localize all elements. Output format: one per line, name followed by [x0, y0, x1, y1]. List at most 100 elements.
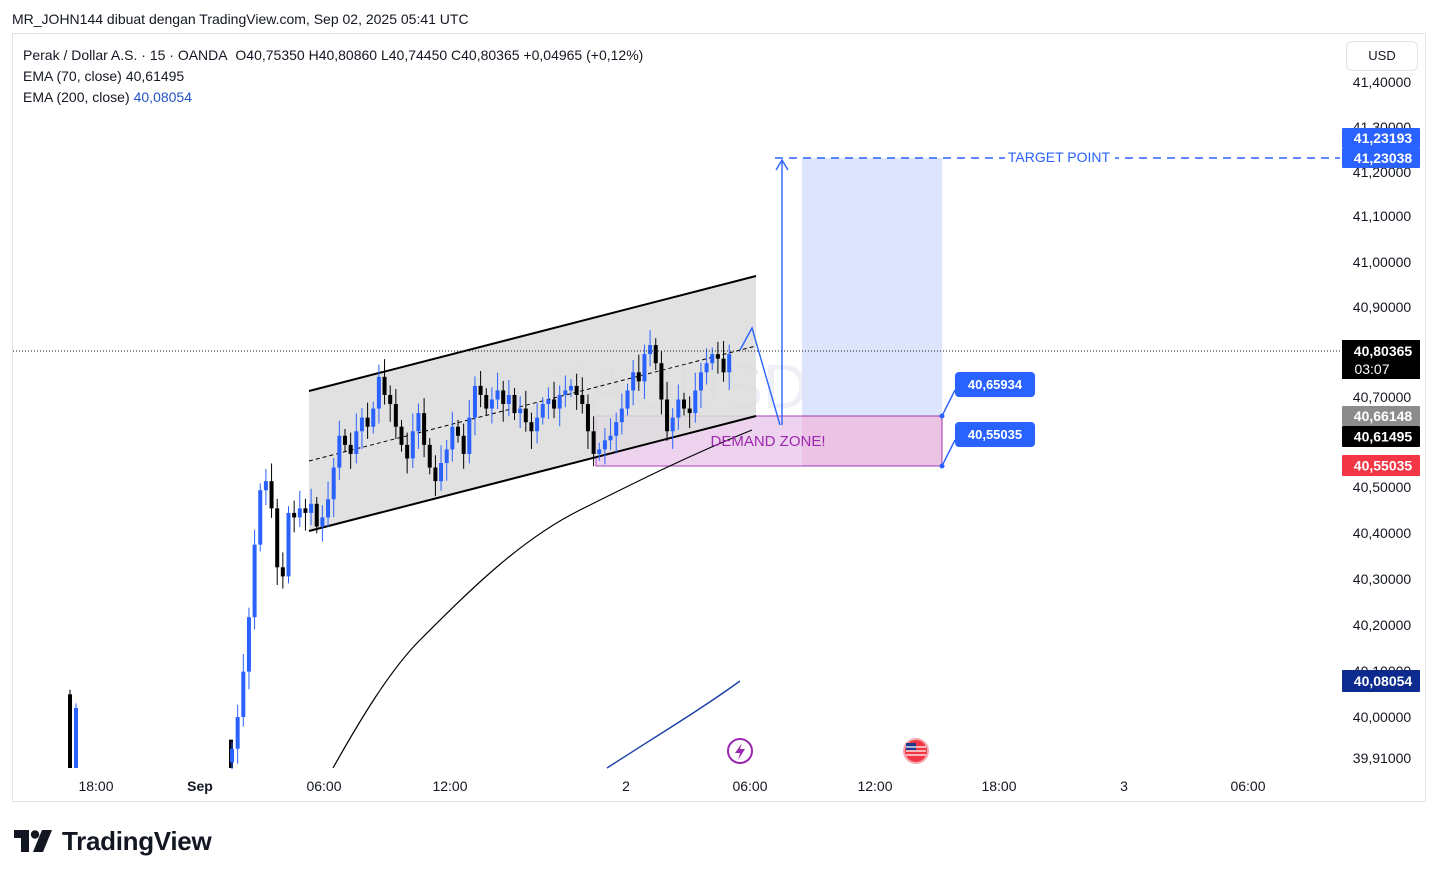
candle-body[interactable] — [314, 503, 319, 527]
candle-body[interactable] — [546, 399, 551, 405]
projection-path[interactable] — [739, 326, 781, 426]
candle-body[interactable] — [653, 345, 658, 364]
candle-body[interactable] — [450, 426, 455, 450]
candle-body[interactable] — [518, 408, 523, 414]
candle-body[interactable] — [405, 444, 410, 459]
candle-body[interactable] — [280, 567, 285, 577]
candle-body[interactable] — [467, 417, 472, 454]
candle-body[interactable] — [337, 435, 342, 468]
candle-body[interactable] — [721, 358, 726, 373]
candle-body[interactable] — [682, 399, 686, 409]
candle-body[interactable] — [371, 408, 376, 427]
candle-body[interactable] — [456, 426, 460, 436]
candle-body[interactable] — [552, 399, 557, 409]
candle-body[interactable] — [619, 408, 624, 423]
candle-body[interactable] — [693, 390, 698, 414]
candle-body[interactable] — [246, 617, 251, 672]
candle-body[interactable] — [698, 372, 703, 391]
candle-body[interactable] — [636, 372, 641, 382]
candle-body[interactable] — [376, 376, 381, 409]
candle-body[interactable] — [563, 390, 568, 395]
candle-body[interactable] — [439, 463, 444, 482]
candle-body[interactable] — [74, 707, 78, 768]
candle-body[interactable] — [540, 404, 545, 418]
candle-body[interactable] — [676, 399, 681, 418]
candle-body[interactable] — [354, 431, 359, 454]
candle-body[interactable] — [258, 490, 263, 545]
candle-body[interactable] — [523, 408, 528, 423]
candle-body[interactable] — [444, 449, 449, 463]
candle-body[interactable] — [489, 399, 494, 409]
candle-body[interactable] — [309, 503, 314, 513]
upper-callout-box[interactable] — [955, 372, 1035, 397]
candle-body[interactable] — [585, 404, 590, 432]
candle-body[interactable] — [597, 449, 602, 454]
candle-body[interactable] — [704, 363, 709, 373]
candle-body[interactable] — [484, 394, 489, 409]
candle-body[interactable] — [648, 345, 653, 355]
lower-callout-box[interactable] — [955, 422, 1035, 447]
candle-body[interactable] — [235, 717, 240, 749]
candle-body[interactable] — [359, 417, 364, 432]
candle-body[interactable] — [608, 435, 613, 441]
candle-body[interactable] — [670, 417, 675, 432]
candle-body[interactable] — [365, 417, 370, 427]
candle-body[interactable] — [602, 440, 607, 450]
candle-body[interactable] — [326, 499, 331, 518]
candle-body[interactable] — [495, 390, 500, 400]
candle-body[interactable] — [241, 671, 246, 717]
candle-body[interactable] — [472, 385, 477, 418]
candle-body[interactable] — [343, 435, 347, 445]
currency-button[interactable]: USD — [1346, 41, 1418, 71]
candle-body[interactable] — [297, 508, 302, 518]
candle-body[interactable] — [557, 394, 562, 409]
candle-body[interactable] — [580, 394, 585, 405]
candle-body[interactable] — [286, 512, 291, 577]
candle-body[interactable] — [501, 390, 506, 405]
candle-body[interactable] — [252, 544, 257, 618]
candle-body[interactable] — [388, 394, 393, 405]
candle-body[interactable] — [275, 508, 280, 568]
candle-body[interactable] — [348, 444, 353, 454]
candle-body[interactable] — [263, 481, 268, 491]
candle-body[interactable] — [715, 354, 720, 359]
candle-body[interactable] — [687, 408, 692, 414]
candle-body[interactable] — [529, 422, 534, 432]
candle-body[interactable] — [665, 399, 670, 432]
candle-body[interactable] — [422, 413, 427, 445]
target-profit-box[interactable] — [802, 158, 942, 416]
candle-body[interactable] — [478, 385, 483, 395]
candle-body[interactable] — [433, 467, 438, 482]
candle-body[interactable] — [393, 404, 398, 427]
channel-lower-line[interactable] — [308, 415, 757, 532]
legend-ema200-label[interactable]: EMA (200, close) — [23, 89, 130, 105]
channel-upper-line[interactable] — [308, 275, 757, 392]
candle-body[interactable] — [461, 435, 466, 454]
candle-body[interactable] — [399, 426, 404, 445]
candle-body[interactable] — [727, 354, 732, 373]
candle-body[interactable] — [659, 363, 664, 400]
candle-body[interactable] — [416, 413, 421, 432]
candle-body[interactable] — [427, 444, 432, 468]
candle-body[interactable] — [230, 748, 234, 763]
tradingview-logo[interactable]: TradingView — [14, 824, 212, 858]
legend-ema70-label[interactable]: EMA (70, close) — [23, 68, 122, 84]
candle-body[interactable] — [631, 372, 636, 391]
candle-body[interactable] — [591, 431, 596, 454]
candle-body[interactable] — [382, 376, 387, 395]
candle-body[interactable] — [68, 694, 72, 768]
candle-body[interactable] — [292, 512, 297, 518]
candle-body[interactable] — [614, 422, 619, 436]
candle-body[interactable] — [506, 394, 511, 405]
candle-body[interactable] — [535, 417, 540, 432]
candle-body[interactable] — [574, 385, 579, 395]
candle-body[interactable] — [269, 481, 274, 509]
candle-body[interactable] — [625, 390, 630, 409]
candle-body[interactable] — [320, 517, 325, 527]
candle-body[interactable] — [303, 508, 308, 513]
candle-body[interactable] — [569, 385, 573, 391]
candle-body[interactable] — [512, 394, 517, 414]
candle-body[interactable] — [331, 467, 336, 500]
candle-body[interactable] — [710, 354, 715, 364]
